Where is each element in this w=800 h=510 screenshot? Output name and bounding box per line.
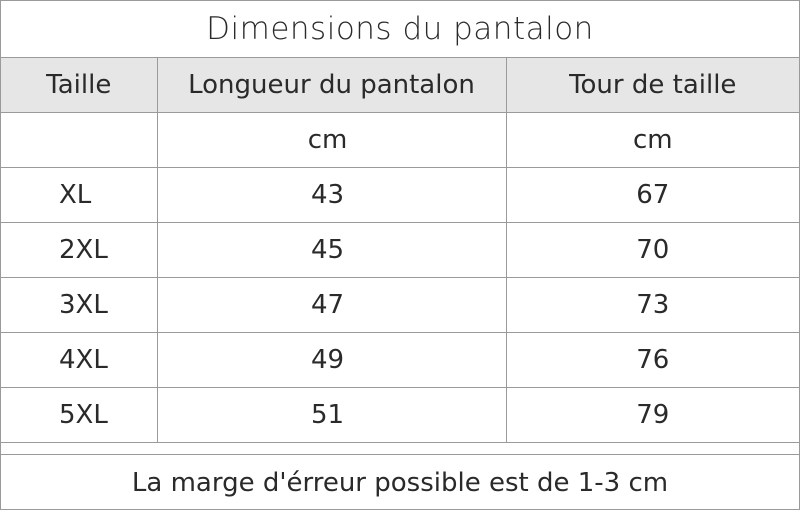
header-waist: Tour de taille [505, 57, 799, 113]
table-row: 4XL 49 76 [1, 332, 799, 388]
header-length: Longueur du pantalon [156, 57, 507, 113]
table-row: 3XL 47 73 [1, 277, 799, 333]
length-cell: 51 [156, 387, 507, 443]
waist-cell: 67 [505, 167, 799, 223]
unit-length: cm [156, 112, 507, 168]
chart-title: Dimensions du pantalon [206, 11, 594, 47]
size-cell: XL [1, 167, 158, 223]
waist-cell: 79 [505, 387, 799, 443]
length-cell: 43 [156, 167, 507, 223]
length-cell: 47 [156, 277, 507, 333]
header-row: Taille Longueur du pantalon Tour de tail… [1, 57, 799, 113]
waist-cell: 73 [505, 277, 799, 333]
units-row: cm cm [1, 112, 799, 168]
table-row: 2XL 45 70 [1, 222, 799, 278]
header-size: Taille [1, 57, 158, 113]
table-row: 5XL 51 79 [1, 387, 799, 443]
size-cell: 2XL [1, 222, 158, 278]
size-cell: 5XL [1, 387, 158, 443]
waist-cell: 76 [505, 332, 799, 388]
length-cell: 49 [156, 332, 507, 388]
unit-waist: cm [505, 112, 799, 168]
waist-cell: 70 [505, 222, 799, 278]
length-cell: 45 [156, 222, 507, 278]
size-table: Taille Longueur du pantalon Tour de tail… [1, 57, 799, 443]
size-cell: 3XL [1, 277, 158, 333]
error-margin-note: La marge d'érreur possible est de 1-3 cm [1, 454, 799, 510]
unit-size [1, 112, 158, 168]
table-row: XL 43 67 [1, 167, 799, 223]
size-cell: 4XL [1, 332, 158, 388]
